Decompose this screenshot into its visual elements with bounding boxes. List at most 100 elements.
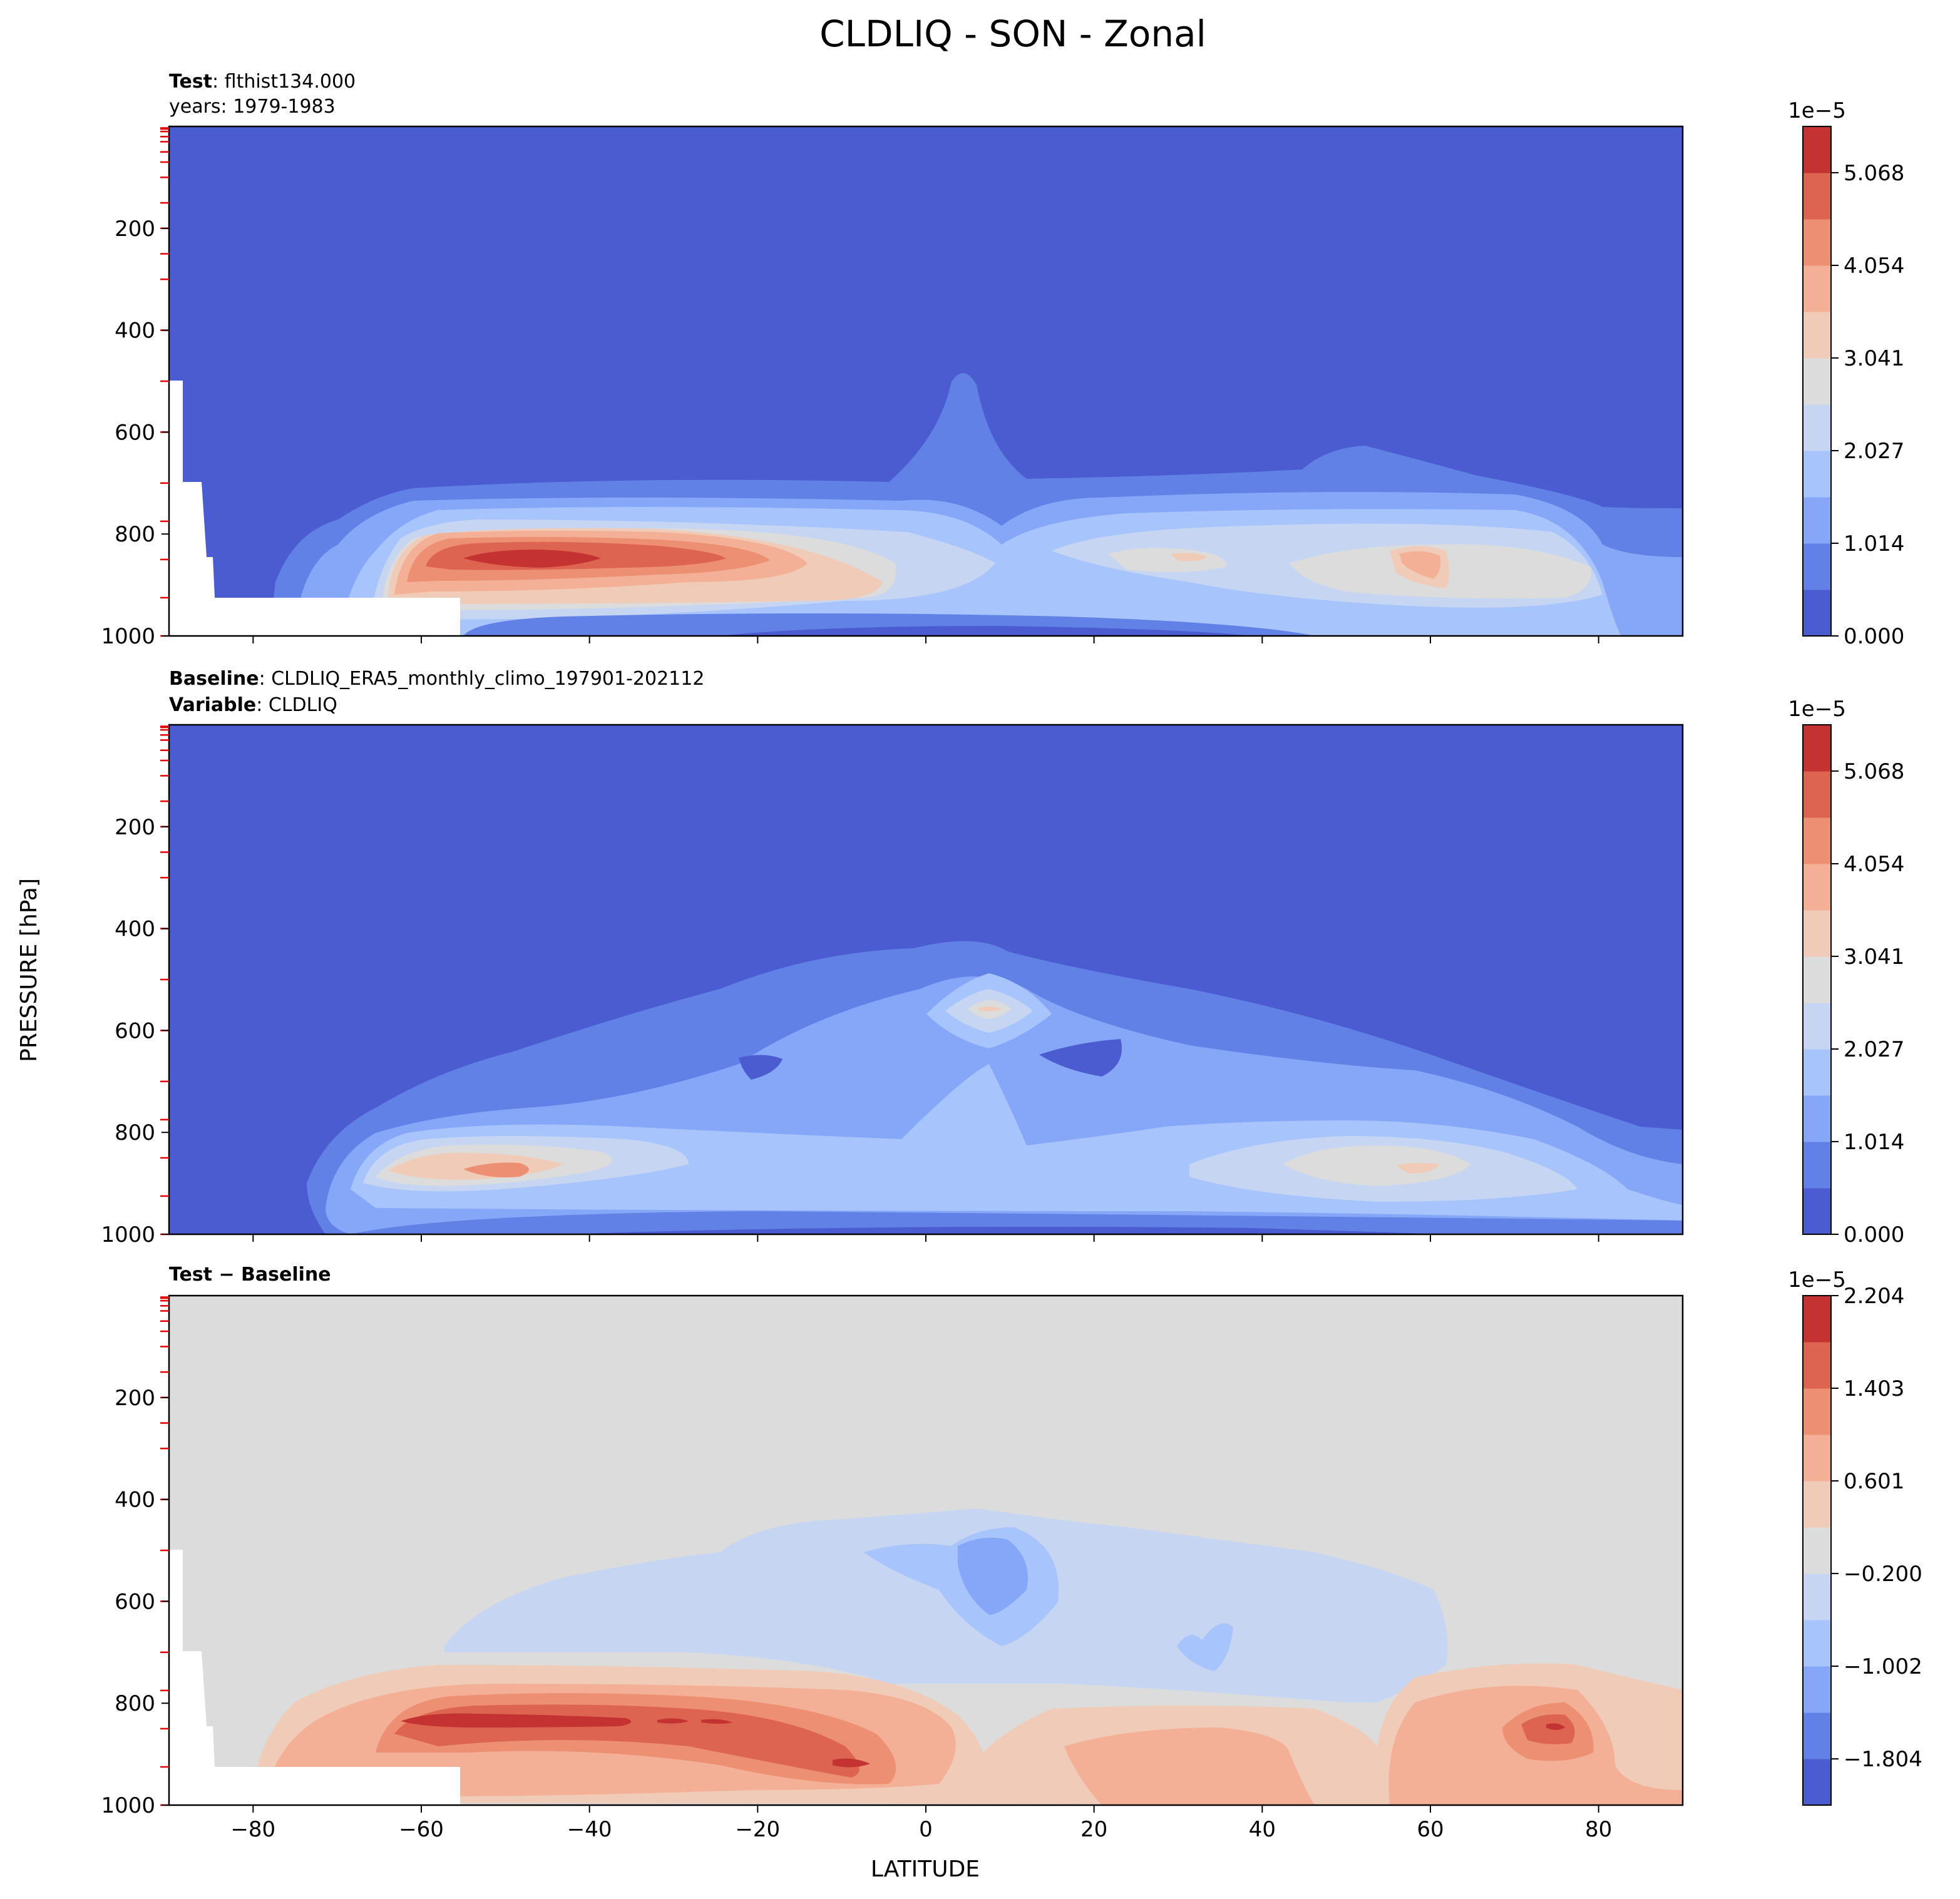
y-tick-label: 400 xyxy=(115,1488,155,1513)
y-axis-label: PRESSURE [hPa] xyxy=(16,878,42,1062)
baseline-dark-pocket-2 xyxy=(1039,1039,1122,1077)
colorbar-tick-label: 2.027 xyxy=(1844,439,1904,464)
y-tick-label: 600 xyxy=(115,1018,155,1043)
baseline-value: : CLDLIQ_ERA5_monthly_climo_197901-20211… xyxy=(259,668,705,690)
y-tick-label: 600 xyxy=(115,420,155,445)
test-surface-band-2 xyxy=(720,626,1252,636)
x-tick-label: 60 xyxy=(1417,1817,1444,1842)
difference-positive-5 xyxy=(401,1713,1565,1768)
colorbar-swatch xyxy=(1803,312,1831,359)
colorbar-tick-label: 3.041 xyxy=(1844,346,1904,371)
y-tick-label: 400 xyxy=(115,319,155,344)
colorbar-tick-label: 5.068 xyxy=(1844,161,1904,186)
y-tick-label: 200 xyxy=(115,217,155,242)
baseline-contours xyxy=(169,725,1683,1234)
colorbar-swatch xyxy=(1803,543,1831,590)
y-tick-label: 400 xyxy=(115,917,155,942)
figure-title: CLDLIQ - SON - Zonal xyxy=(819,13,1206,55)
colorbar-frame xyxy=(1802,724,1832,1235)
y-tick-label: 800 xyxy=(115,1120,155,1145)
colorbar-swatch xyxy=(1803,1188,1831,1235)
baseline-label: Baseline xyxy=(169,668,259,690)
x-tick-label: −80 xyxy=(230,1817,275,1842)
baseline-level-7 xyxy=(463,1162,529,1178)
y-tick-label: 800 xyxy=(115,522,155,547)
colorbar-tick-label: 1.014 xyxy=(1844,531,1904,556)
baseline-surface-band xyxy=(351,1211,1683,1234)
colorbar-swatch xyxy=(1803,1435,1831,1482)
variable-value: : CLDLIQ xyxy=(256,694,337,716)
difference-negative-2 xyxy=(864,1527,1233,1671)
colorbar-swatch xyxy=(1803,1095,1831,1142)
colorbar-swatch xyxy=(1803,358,1831,405)
colorbar-swatch xyxy=(1803,1342,1831,1389)
panel-variable-header: Variable: CLDLIQ xyxy=(169,694,337,716)
colorbar-swatch xyxy=(1803,725,1831,772)
y-tick-label: 1000 xyxy=(101,1222,155,1247)
y-tick-label: 1000 xyxy=(101,624,155,649)
test-topography-mask xyxy=(169,381,460,636)
colorbar-swatch xyxy=(1803,1759,1831,1806)
test-level-10 xyxy=(463,550,601,568)
test-ticks: 200 400 600 800 1000 xyxy=(101,127,1599,649)
baseline-level-6 xyxy=(388,1006,1440,1180)
x-tick-label: −60 xyxy=(399,1817,444,1842)
colorbar-offset-label: 1e−5 xyxy=(1788,697,1846,722)
baseline-colorbar: 5.068 4.054 3.041 2.027 1.014 0.000 1e−5 xyxy=(1788,697,1904,1247)
colorbar-tick-label: 3.041 xyxy=(1844,944,1904,970)
colorbar-tick-label: 2.204 xyxy=(1844,1284,1904,1309)
colorbar-swatch xyxy=(1803,771,1831,818)
colorbar-tick-label: 0.000 xyxy=(1844,1222,1904,1247)
difference-positive-4 xyxy=(394,1704,1575,1778)
colorbar-swatch xyxy=(1803,864,1831,911)
test-value: : flthist134.000 xyxy=(212,71,356,93)
y-tick-label: 200 xyxy=(115,815,155,840)
colorbar-swatch xyxy=(1803,1666,1831,1713)
y-tick-label: 200 xyxy=(115,1386,155,1411)
colorbar-swatch xyxy=(1803,956,1831,1003)
colorbar-swatch xyxy=(1803,1142,1831,1189)
difference-colorbar: 2.204 1.403 0.601 −0.200 −1.002 −1.804 1e−5 xyxy=(1788,1267,1922,1806)
colorbar-tick-label: 0.000 xyxy=(1844,624,1904,649)
test-colorbar: 5.068 4.054 3.041 2.027 1.014 0.000 1e−5 xyxy=(1788,98,1904,649)
x-tick-label: 40 xyxy=(1249,1817,1276,1842)
test-contours xyxy=(169,126,1683,636)
colorbar-tick-label: 0.601 xyxy=(1844,1469,1904,1494)
colorbar-swatch xyxy=(1803,1620,1831,1667)
panel-baseline: Baseline: CLDLIQ_ERA5_monthly_climo_1979… xyxy=(101,668,1684,1247)
baseline-ticks: 200 400 600 800 1000 xyxy=(101,725,1599,1247)
panel-test-header: Test: flthist134.000 xyxy=(169,71,356,93)
colorbar-swatch xyxy=(1803,590,1831,637)
colorbar-frame xyxy=(1802,126,1832,637)
variable-label: Variable xyxy=(169,694,256,716)
colorbar-tick-label: 2.027 xyxy=(1844,1037,1904,1062)
colorbar-swatch xyxy=(1803,173,1831,220)
colorbar-tick-label: −0.200 xyxy=(1844,1562,1922,1587)
difference-negative-1 xyxy=(444,1508,1448,1793)
colorbar-swatch xyxy=(1803,126,1831,173)
difference-contours xyxy=(169,1296,1683,1805)
difference-ticks: 200 400 600 800 1000 −80 −60 −40 −20 0 20 40 60 80 xyxy=(101,1296,1612,1842)
colorbar-swatch xyxy=(1803,817,1831,864)
difference-negative-3 xyxy=(958,1537,1028,1771)
colorbar-swatch xyxy=(1803,1527,1831,1574)
colorbar-tick-label: 5.068 xyxy=(1844,759,1904,784)
colorbar-swatch xyxy=(1803,1049,1831,1096)
colorbar-swatch xyxy=(1803,451,1831,498)
x-tick-label: 80 xyxy=(1585,1817,1612,1842)
colorbar-swatch xyxy=(1803,265,1831,312)
baseline-level-4 xyxy=(363,989,1578,1202)
x-tick-label: 20 xyxy=(1080,1817,1107,1842)
colorbar-swatch xyxy=(1803,497,1831,544)
colorbar-swatch xyxy=(1803,1296,1831,1343)
colorbar-tick-label: −1.002 xyxy=(1844,1654,1922,1679)
difference-label: Test − Baseline xyxy=(169,1264,331,1286)
test-label: Test xyxy=(169,71,212,93)
colorbar-swatch xyxy=(1803,1388,1831,1435)
panel-test: Test: flthist134.000 years: 1979-1983 xyxy=(101,71,1684,649)
x-tick-label: 0 xyxy=(919,1817,933,1842)
difference-topography-mask xyxy=(169,1550,460,1805)
x-tick-label: −20 xyxy=(735,1817,780,1842)
